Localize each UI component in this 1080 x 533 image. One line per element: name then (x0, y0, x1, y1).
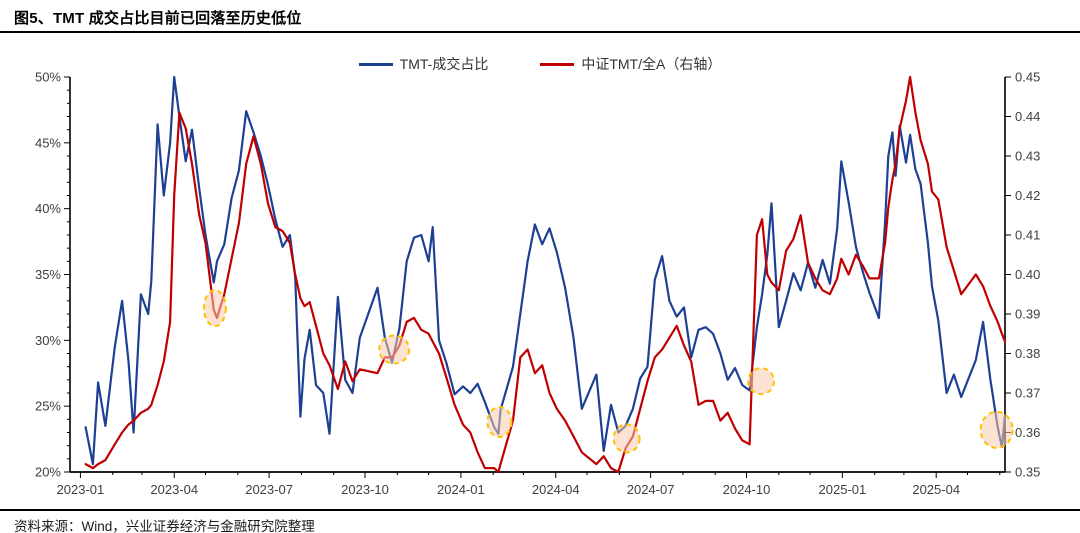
highlight-circle (612, 423, 641, 454)
right-axis-label: 0.44 (1015, 109, 1040, 124)
x-axis-label: 2025-04 (912, 482, 960, 497)
tmt-share-line (84, 75, 1007, 466)
right-axis-label: 0.39 (1015, 307, 1040, 322)
right-axis-label: 0.40 (1015, 267, 1040, 282)
legend-label-csi-tmt-ratio: 中证TMT/全A（右轴） (581, 56, 722, 72)
x-axis-label: 2025-01 (819, 482, 867, 497)
right-axis-label: 0.35 (1015, 465, 1040, 480)
left-axis-label: 20% (35, 465, 61, 480)
right-axis-label: 0.38 (1015, 346, 1040, 361)
right-axis-label: 0.36 (1015, 425, 1040, 440)
x-axis-label: 2023-07 (245, 482, 293, 497)
legend-line-blue-icon (358, 62, 393, 66)
legend-line-red-icon (540, 62, 575, 66)
x-axis-label: 2023-01 (57, 482, 105, 497)
left-axis-label: 25% (35, 399, 61, 414)
chart-legend: TMT-成交占比 中证TMT/全A（右轴） (0, 54, 1080, 74)
legend-item-csi-tmt-ratio: 中证TMT/全A（右轴） (540, 54, 721, 74)
footer-divider (0, 509, 1080, 511)
x-axis-label: 2024-10 (723, 482, 771, 497)
title-divider (0, 31, 1080, 33)
legend-label-tmt-share: TMT-成交占比 (399, 56, 489, 72)
left-axis-label: 50% (35, 70, 61, 85)
csi-tmt-ratio-line (84, 75, 1007, 474)
highlight-circle (486, 405, 513, 438)
left-axis-label: 30% (35, 333, 61, 348)
highlight-circle (202, 289, 227, 328)
right-axis-label: 0.37 (1015, 386, 1040, 401)
x-axis-label: 2023-10 (341, 482, 389, 497)
highlight-circle (378, 334, 411, 365)
x-axis-label: 2023-04 (150, 482, 198, 497)
right-axis-label: 0.42 (1015, 188, 1040, 203)
highlight-circle (979, 410, 1014, 449)
right-axis-label: 0.45 (1015, 70, 1040, 85)
x-axis-label: 2024-04 (532, 482, 580, 497)
x-axis-label: 2024-01 (437, 482, 485, 497)
right-axis-label: 0.41 (1015, 228, 1040, 243)
source-note: 资料来源：Wind，兴业证券经济与金融研究院整理 (14, 519, 315, 533)
highlight-circle (747, 367, 776, 396)
right-axis-label: 0.43 (1015, 149, 1040, 164)
legend-item-tmt-share: TMT-成交占比 (358, 54, 489, 74)
figure-title: 图5、TMT 成交占比目前已回落至历史低位 (14, 10, 302, 27)
left-axis-label: 35% (35, 267, 61, 282)
left-axis-label: 40% (35, 201, 61, 216)
x-axis-label: 2024-07 (627, 482, 675, 497)
left-axis-label: 45% (35, 135, 61, 150)
